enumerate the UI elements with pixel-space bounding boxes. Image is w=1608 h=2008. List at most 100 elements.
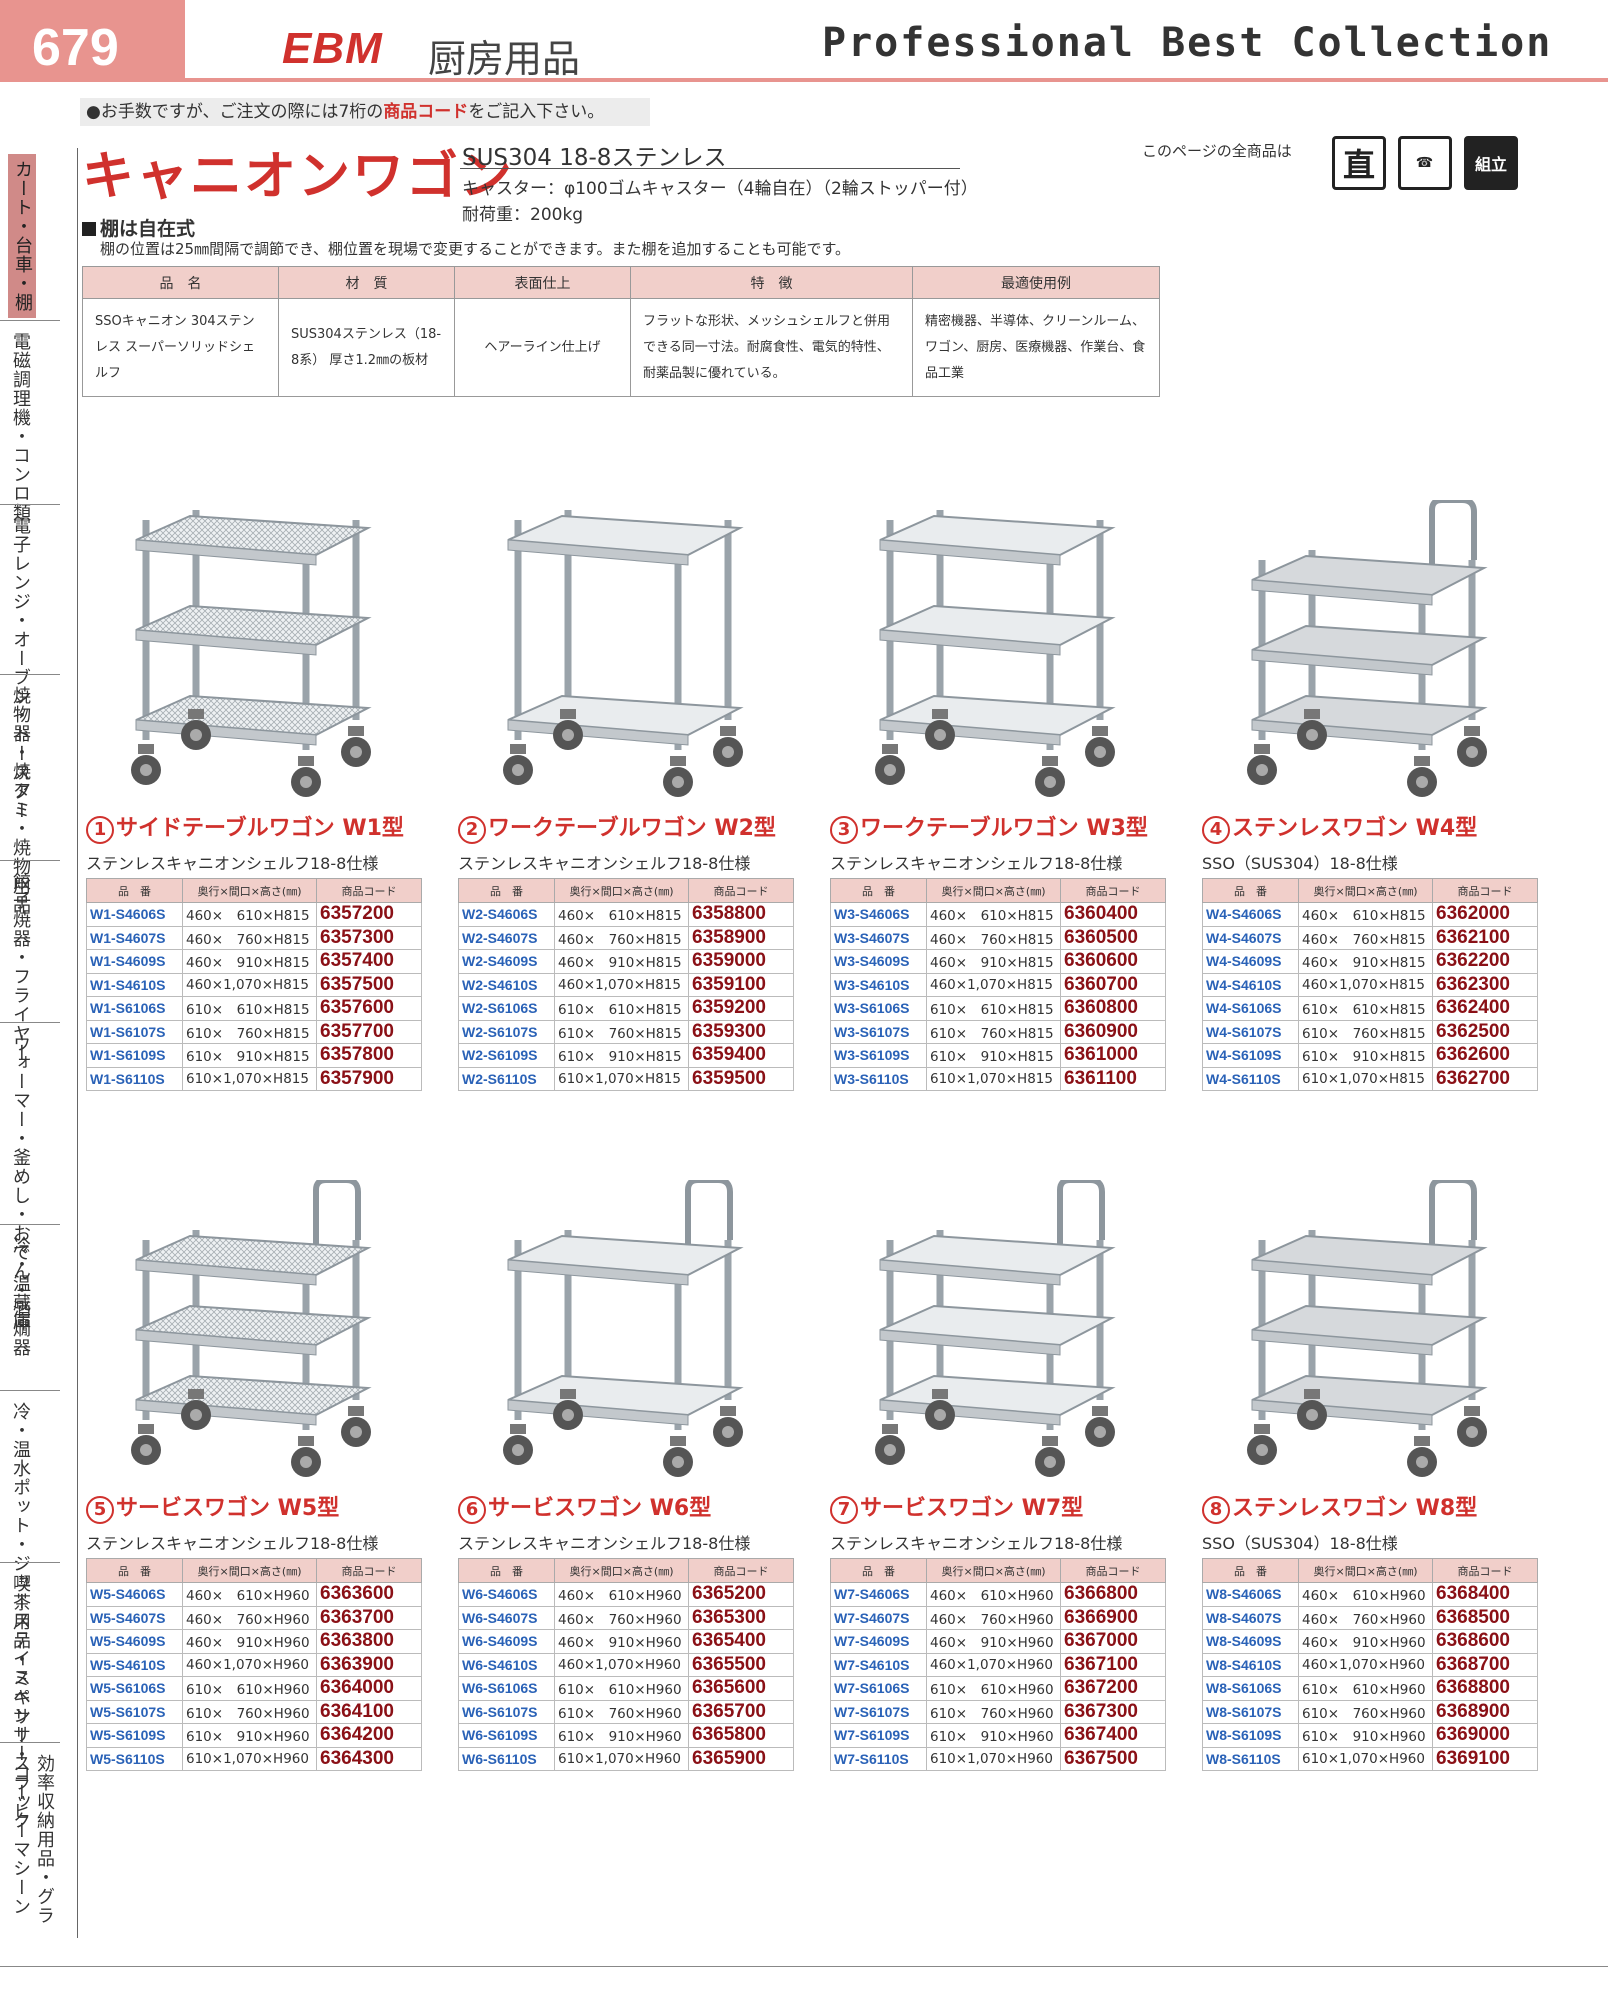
order-notice: ●お手数ですが、ご注文の際には7桁の商品コードをご記入下さい。 [80, 98, 650, 126]
category-sidebar: カート・台車・棚電磁調理機・コンロ類 電子レンジ・オーブン・トースター 焼物器・焼ア… [0, 148, 78, 1938]
product-table: 品 番奥行×間口×高さ(㎜) 商品コード W7-S4606S 460× 610×H96… [830, 1558, 1166, 1771]
product-code: 6365600 [688, 1676, 794, 1701]
product-code: 6360600 [1060, 949, 1166, 974]
table-row: W8-S4607S 460× 760×H960 6368500 [1202, 1605, 1538, 1630]
table-row: W6-S4606S 460× 610×H960 6365200 [458, 1582, 794, 1607]
dimensions: 460×1,070×H960 [554, 1652, 689, 1677]
dimensions: 460×1,070×H815 [182, 972, 317, 997]
table-row: W4-S4609S 460× 910×H815 6362200 [1202, 949, 1538, 974]
model-number: W6-S6106S [458, 1676, 555, 1701]
cart-photo [1222, 497, 1522, 810]
product-code: 6365500 [688, 1652, 794, 1677]
product-code: 6360900 [1060, 1019, 1166, 1044]
table-row: W7-S4609S 460× 910×H960 6367000 [830, 1629, 1166, 1654]
sidebar-tab[interactable]: ウォーマー・釜めし・おでん・酒燗器 [10, 1034, 31, 1357]
dimensions: 610× 760×H960 [926, 1699, 1061, 1724]
product-number: 5 [86, 1496, 114, 1524]
model-number: W7-S6109S [830, 1723, 927, 1748]
model-number: W5-S6106S [86, 1676, 183, 1701]
product-code: 6369100 [1432, 1746, 1538, 1771]
model-number: W5-S6110S [86, 1746, 183, 1771]
dimensions: 610×1,070×H815 [554, 1066, 689, 1091]
product-subtitle: ステンレスキャニオンシェルフ18-8仕様 [458, 854, 751, 873]
sidebar-tab[interactable]: 餃子焼器・フライヤー [10, 872, 31, 1062]
shelf-heading: 棚は自在式 [82, 214, 195, 241]
model-number: W8-S6107S [1202, 1699, 1299, 1724]
sidebar-tab[interactable]: 冷・温水ポット・ジューステイスペンサー [10, 1402, 31, 1763]
model-number: W7-S6106S [830, 1676, 927, 1701]
table-header: 商品コード [1432, 1558, 1538, 1583]
page-number: 679 [0, 0, 185, 80]
product-code: 6367500 [1060, 1746, 1166, 1771]
product-code: 6365800 [688, 1723, 794, 1748]
table-header: 奥行×間口×高さ(㎜) [1298, 878, 1433, 903]
table-row: W1-S4607S 460× 760×H815 6357300 [86, 925, 422, 950]
cart-photo [1222, 1177, 1522, 1490]
dimensions: 610×1,070×H960 [1298, 1746, 1433, 1771]
table-row: W7-S6107S 610× 760×H960 6367300 [830, 1699, 1166, 1724]
product-name: サービスワゴン W5型 [116, 1496, 340, 1521]
collection-title: Professional Best Collection [822, 20, 1553, 66]
dimensions: 460× 760×H815 [182, 925, 317, 950]
product-subtitle: ステンレスキャニオンシェルフ18-8仕様 [458, 1534, 751, 1553]
product-subtitle: ステンレスキャニオンシェルフ18-8仕様 [86, 854, 379, 873]
sidebar-tab[interactable]: 喫茶用品・ミキサー・コーヒーマシーン [10, 1574, 31, 1916]
model-number: W4-S4607S [1202, 925, 1299, 950]
table-header: 奥行×間口×高さ(㎜) [182, 878, 317, 903]
product-code: 6367200 [1060, 1676, 1166, 1701]
product-subtitle: ステンレスキャニオンシェルフ18-8仕様 [830, 1534, 1123, 1553]
model-number: W1-S6106S [86, 996, 183, 1021]
model-number: W2-S6107S [458, 1019, 555, 1044]
table-row: W7-S6109S 610× 910×H960 6367400 [830, 1723, 1166, 1748]
sidebar-tab[interactable]: 電磁調理機・コンロ類 [10, 332, 31, 522]
model-number: W1-S4610S [86, 972, 183, 997]
sidebar-tab[interactable]: 冷・温蔵庫 [10, 1236, 31, 1331]
model-number: W2-S4607S [458, 925, 555, 950]
model-number: W4-S4606S [1202, 902, 1299, 927]
product-code: 6369000 [1432, 1723, 1538, 1748]
dimensions: 460× 760×H960 [554, 1605, 689, 1630]
brand-subtitle: 厨房用品 [428, 37, 581, 81]
product-number: 2 [458, 816, 486, 844]
product-code: 6365700 [688, 1699, 794, 1724]
cart-photo [106, 1177, 406, 1490]
model-number: W3-S4607S [830, 925, 927, 950]
product-table: 品 番奥行×間口×高さ(㎜) 商品コード W3-S4606S 460× 610×H81… [830, 878, 1166, 1091]
table-header: 商品コード [688, 878, 794, 903]
table-header: 品 番 [86, 878, 183, 903]
model-number: W2-S4609S [458, 949, 555, 974]
all-items-label: このページの全商品は [1142, 142, 1292, 160]
table-row: W6-S4610S 460×1,070×H960 6365500 [458, 1652, 794, 1677]
product-table: 品 番奥行×間口×高さ(㎜) 商品コード W8-S4606S 460× 610×H96… [1202, 1558, 1538, 1771]
model-number: W4-S6109S [1202, 1043, 1299, 1068]
product-subtitle: ステンレスキャニオンシェルフ18-8仕様 [830, 854, 1123, 873]
table-header: 商品コード [1060, 1558, 1166, 1583]
product-title: 5 サービスワゴン W5型 [86, 1490, 339, 1524]
dimensions: 610× 610×H960 [1298, 1676, 1433, 1701]
sidebar-tab[interactable]: 効率収納用品・グラスラック [10, 1754, 55, 1925]
product-code: 6368400 [1432, 1582, 1538, 1607]
dimensions: 610× 910×H960 [926, 1723, 1061, 1748]
table-row: W3-S6110S 610×1,070×H815 6361100 [830, 1066, 1166, 1091]
table-row: W5-S6106S 610× 610×H960 6364000 [86, 1676, 422, 1701]
table-row: W5-S6109S 610× 910×H960 6364200 [86, 1723, 422, 1748]
table-row: W4-S6106S 610× 610×H815 6362400 [1202, 996, 1538, 1021]
dimensions: 460× 760×H815 [926, 925, 1061, 950]
dimensions: 610× 610×H960 [182, 1676, 317, 1701]
product-code: 6368500 [1432, 1605, 1538, 1630]
table-row: W4-S4610S 460×1,070×H815 6362300 [1202, 972, 1538, 997]
product-title: 8 ステンレスワゴン W8型 [1202, 1490, 1477, 1524]
model-number: W7-S6107S [830, 1699, 927, 1724]
product-code: 6364000 [316, 1676, 422, 1701]
sidebar-tab[interactable]: 電子レンジ・オーブン・トースター [10, 516, 31, 820]
product-subtitle: SSO（SUS304）18-8仕様 [1202, 1534, 1398, 1553]
cart-photo [850, 500, 1150, 810]
dimensions: 610× 760×H960 [554, 1699, 689, 1724]
sidebar-tab[interactable]: カート・台車・棚 [8, 154, 36, 318]
sidebar-tab[interactable]: 焼物器・焼アミ・焼物用品 [10, 686, 31, 914]
spec-header: 表面仕上 [454, 266, 631, 299]
model-number: W6-S4609S [458, 1629, 555, 1654]
model-number: W6-S4610S [458, 1652, 555, 1677]
product-code: 6358900 [688, 925, 794, 950]
spec-cell: SSOキャニオン 304ステンレス スーパーソリッドシェルフ [82, 298, 279, 397]
